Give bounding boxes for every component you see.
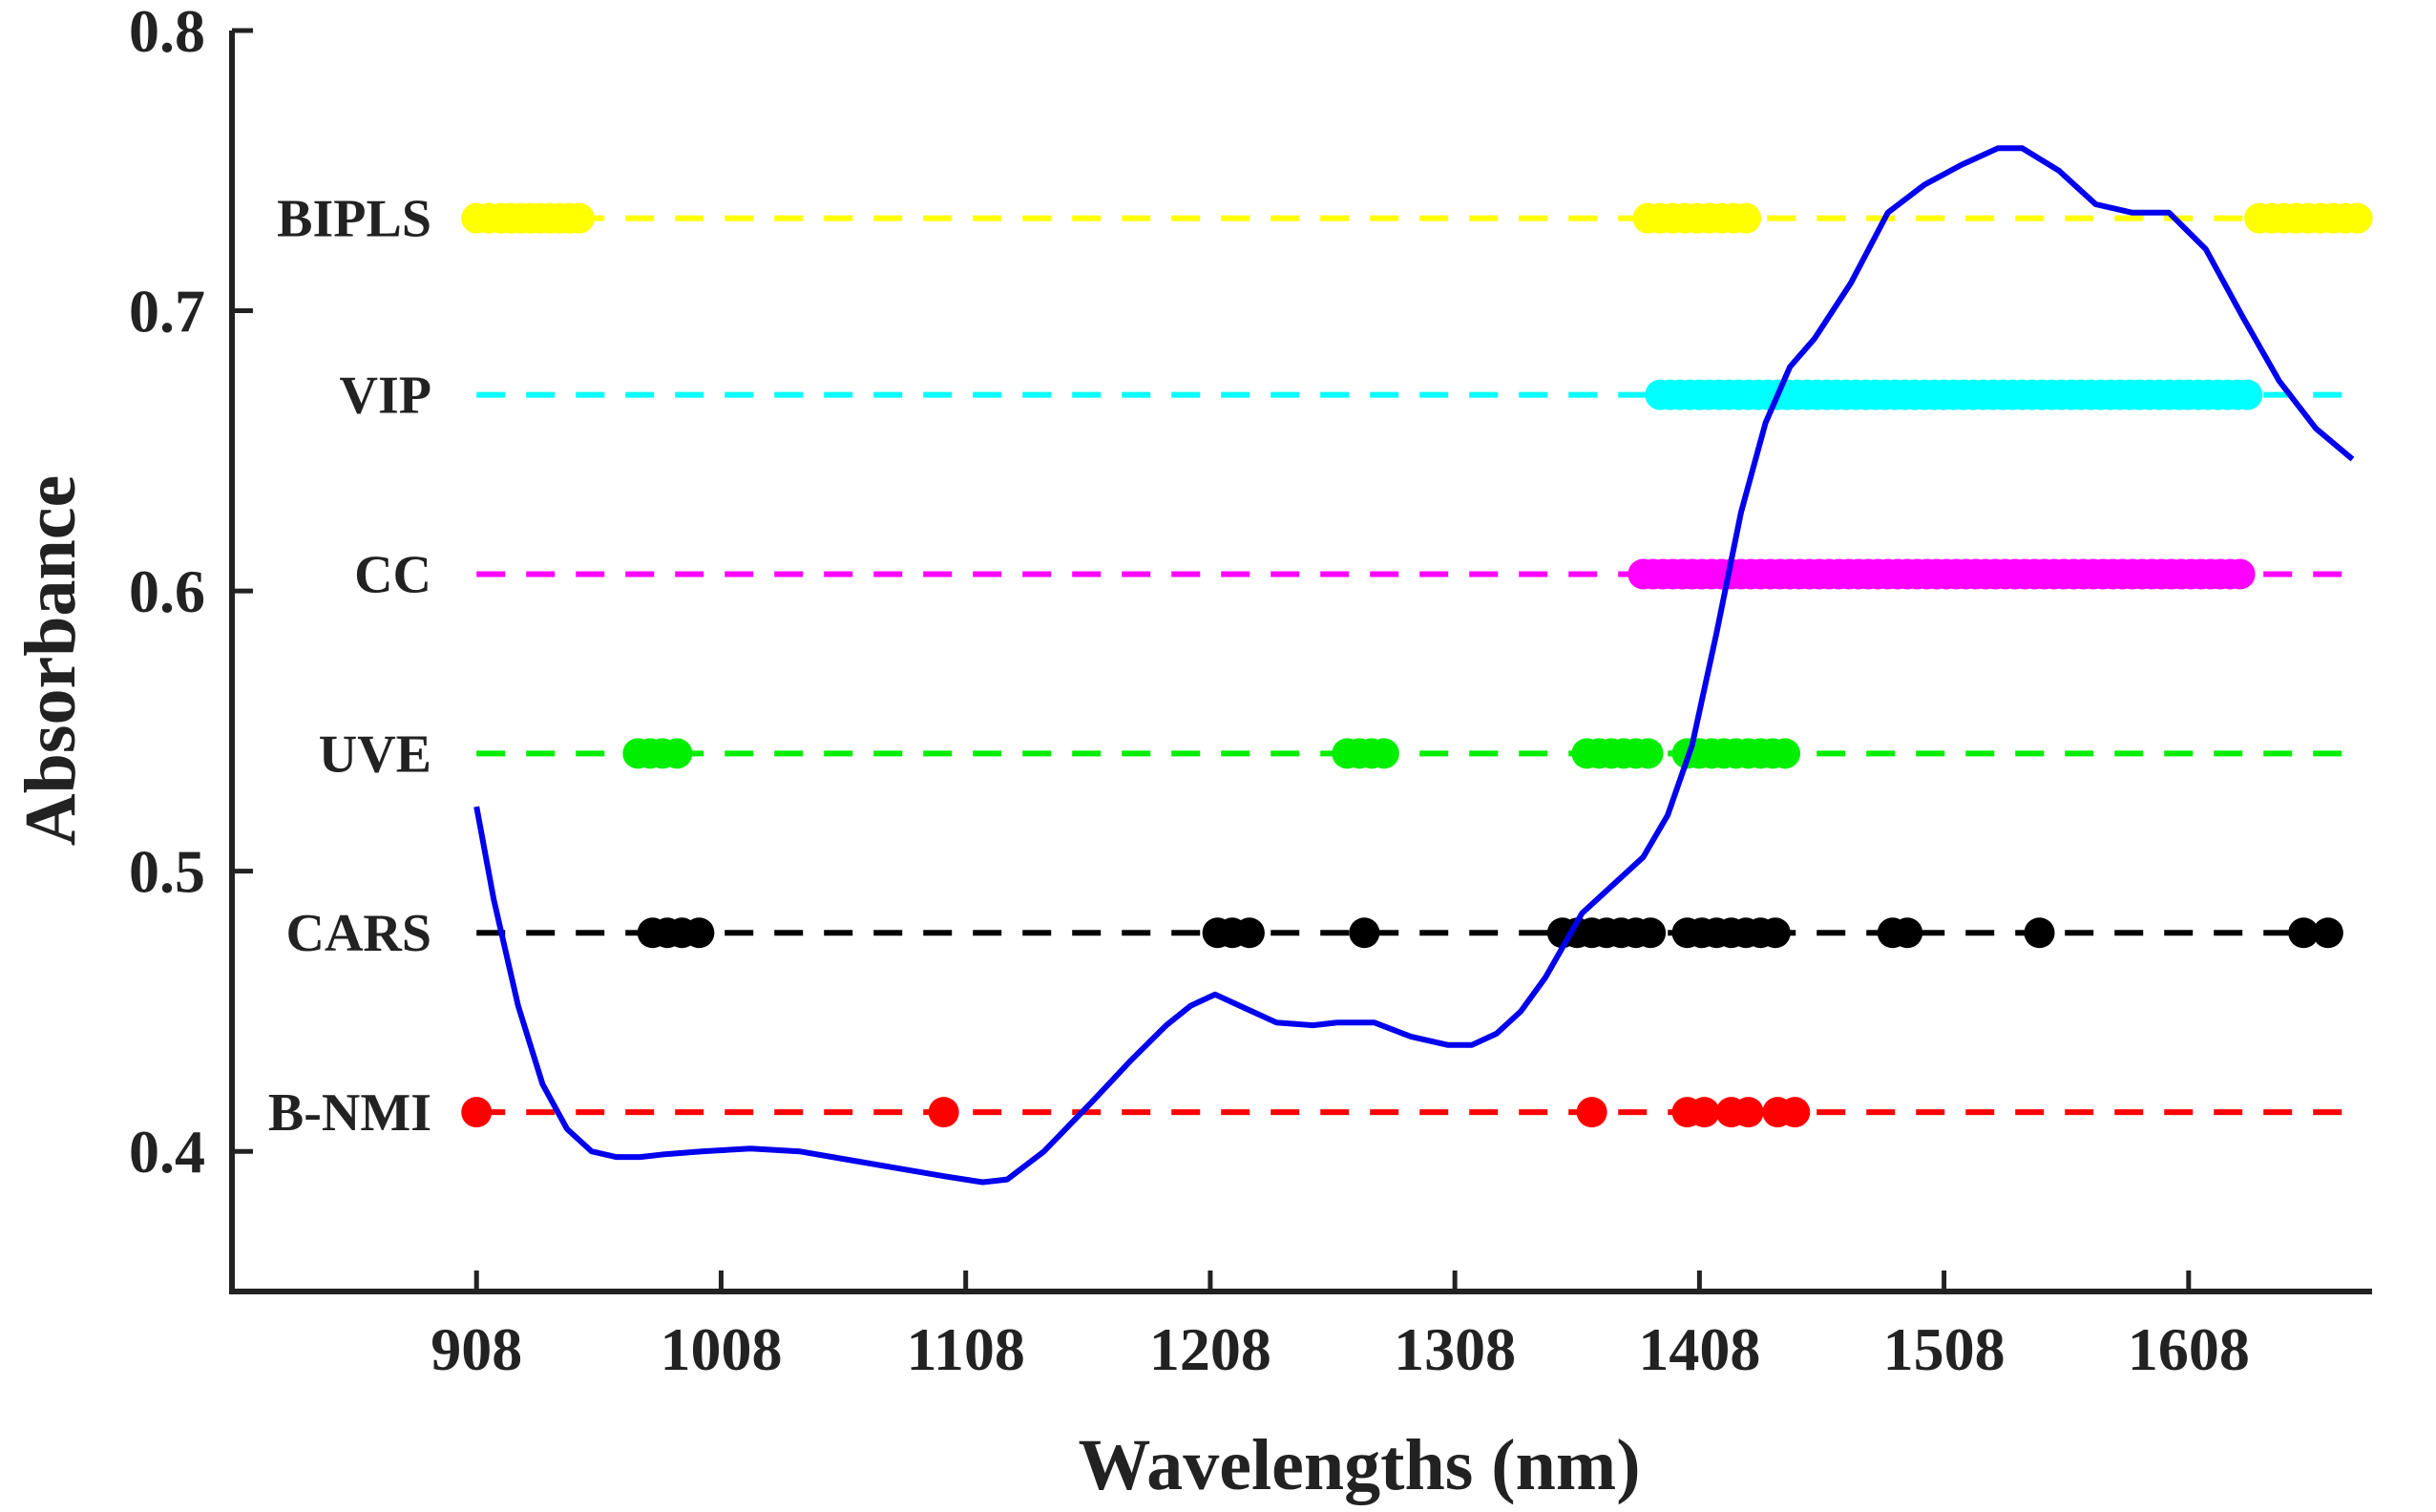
point-b-nmi-4 [1689, 1097, 1720, 1128]
method-label-cc: CC [354, 545, 431, 604]
point-uve-13 [1632, 738, 1664, 769]
method-label-uve: UVE [319, 724, 431, 784]
method-baselines [476, 215, 2353, 1116]
axes [229, 28, 2372, 1294]
point-uve-22 [1770, 738, 1801, 769]
method-label-vip: VIP [340, 367, 431, 426]
point-cars-25 [2288, 917, 2320, 949]
method-label-b-nmi: B-NMI [268, 1083, 431, 1143]
point-cars-26 [2312, 917, 2343, 949]
x-tick-label-1: 1008 [660, 1315, 782, 1383]
point-cars-14 [1635, 917, 1667, 949]
spectrum-layer [473, 145, 2355, 1186]
y-tick-label-0: 0.4 [129, 1118, 205, 1186]
x-tick-label-0: 908 [430, 1315, 522, 1383]
point-uve-7 [1368, 738, 1399, 769]
x-tick-label-4: 1308 [1394, 1315, 1516, 1383]
x-axis-title: Wavelengths (nm) [1079, 1425, 1641, 1505]
point-cars-24 [2024, 917, 2055, 949]
point-cc-61 [2224, 558, 2256, 590]
method-selected-points [461, 202, 2373, 1128]
labels: BIPLS VIP CC UVE CARS B-NMI 908 1008 1108 1208 130… [10, 0, 2250, 1505]
y-tick-label-4: 0.8 [129, 0, 205, 65]
point-b-nmi-8 [1779, 1097, 1811, 1128]
y-tick-label-3: 0.7 [129, 278, 205, 346]
point-cars-23 [1892, 917, 1923, 949]
point-cars-3 [683, 917, 715, 949]
point-cars-21 [1759, 917, 1791, 949]
point-cars-6 [1233, 917, 1265, 949]
x-tick-label-7: 1608 [2128, 1315, 2250, 1383]
point-vip-60 [2232, 379, 2263, 410]
point-b-nmi-0 [461, 1097, 493, 1128]
x-tick-label-5: 1408 [1638, 1315, 1760, 1383]
y-axis-title: Absorbance [10, 475, 91, 846]
point-uve-3 [662, 738, 693, 769]
y-tick-label-2: 0.6 [129, 557, 205, 625]
point-b-nmi-1 [928, 1097, 959, 1128]
y-tick-label-1: 0.5 [129, 838, 205, 906]
x-tick-label-3: 1208 [1149, 1315, 1271, 1383]
point-cars-7 [1349, 917, 1380, 949]
point-b-nmi-6 [1732, 1097, 1764, 1128]
method-label-cars: CARS [286, 904, 431, 963]
method-label-bipls: BIPLS [277, 190, 431, 249]
x-tick-label-6: 1508 [1883, 1315, 2006, 1383]
point-bipls-10 [563, 202, 595, 234]
x-tick-label-2: 1108 [906, 1315, 1024, 1383]
point-bipls-28 [2342, 202, 2373, 234]
point-b-nmi-2 [1576, 1097, 1607, 1128]
point-bipls-19 [1731, 202, 1762, 234]
spectrum-line-0 [473, 145, 2355, 1186]
